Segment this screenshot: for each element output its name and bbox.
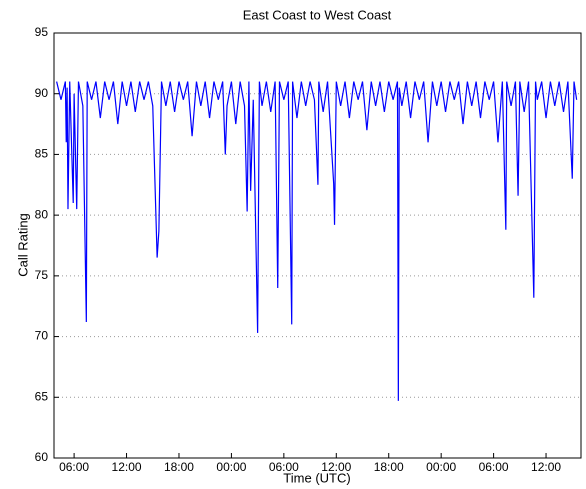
y-tick-label: 80 — [35, 207, 49, 221]
data-line — [56, 81, 578, 401]
x-tick-label: 00:00 — [426, 460, 456, 474]
x-tick-label: 06:00 — [59, 460, 89, 474]
y-tick-label: 65 — [35, 389, 49, 403]
x-tick-label: 18:00 — [374, 460, 404, 474]
y-tick-label: 95 — [35, 25, 49, 39]
chart-title: East Coast to West Coast — [243, 7, 392, 22]
x-tick-label: 00:00 — [216, 460, 246, 474]
y-tick-label: 70 — [35, 329, 49, 343]
x-tick-label: 06:00 — [269, 460, 299, 474]
x-tick-label: 06:00 — [479, 460, 509, 474]
y-tick-label: 75 — [35, 268, 49, 282]
x-tick-label: 18:00 — [164, 460, 194, 474]
y-tick-label: 60 — [35, 450, 49, 464]
y-axis-label: Call Rating — [15, 213, 30, 277]
x-axis-label: Time (UTC) — [283, 470, 350, 485]
x-tick-label: 12:00 — [321, 460, 351, 474]
y-tick-label: 90 — [35, 86, 49, 100]
y-tick-label: 85 — [35, 147, 49, 161]
x-tick-label: 12:00 — [112, 460, 142, 474]
plot-frame — [53, 32, 582, 459]
x-tick-label: 12:00 — [531, 460, 561, 474]
